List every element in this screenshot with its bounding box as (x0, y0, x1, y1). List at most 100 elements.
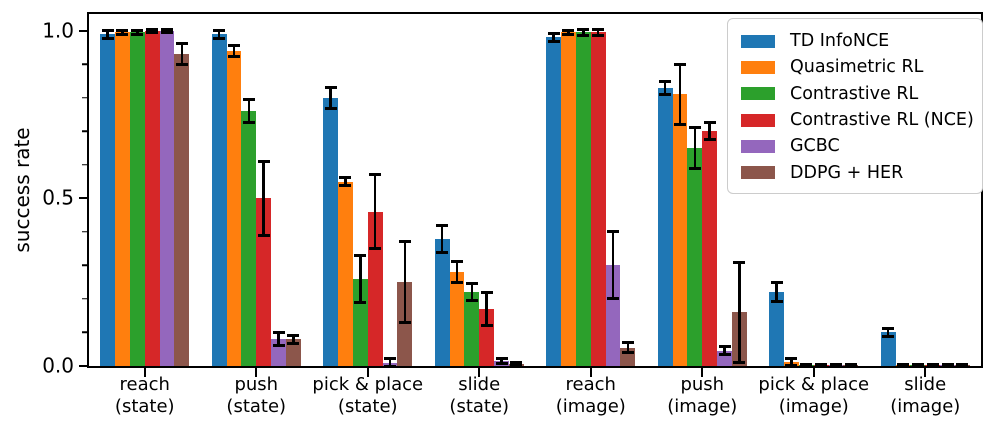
error-bar-cap (688, 126, 701, 130)
error-bar-cap (242, 121, 255, 125)
error-bar-cap (227, 54, 240, 58)
error-bar (552, 33, 555, 42)
error-bar (247, 99, 251, 123)
legend-label-contrastive-rl-nce: Contrastive RL (NCE) (790, 110, 974, 131)
error-bar-cap (830, 364, 843, 366)
y-minor-tick (82, 164, 87, 166)
bar-contrastive-rl-nce-pick-place-state (367, 211, 383, 366)
error-bar-cap (131, 32, 144, 36)
error-bar-cap (146, 27, 159, 31)
bar-td-infonce-push-image (657, 87, 673, 366)
bar-ddpg-her-pick-place-state (397, 282, 413, 366)
bar-gcbc-reach-image (605, 265, 621, 366)
error-bar (738, 262, 741, 363)
x-label-reach-image: reach (image) (555, 374, 626, 417)
x-label-push-state: push (state) (226, 374, 287, 417)
bar-contrastive-rl-push-image (687, 148, 703, 366)
error-bar-cap (785, 363, 798, 366)
bar-td-infonce-slide-state (434, 238, 450, 366)
x-label-slide-state: slide (state) (449, 374, 510, 417)
error-bar-cap (621, 351, 634, 355)
error-bar-cap (547, 31, 560, 35)
error-bar-cap (257, 160, 270, 163)
bar-td-infonce-push-state (211, 34, 227, 366)
error-bar-cap (882, 334, 895, 338)
x-label-reach-state: reach (state) (114, 374, 175, 417)
error-bar-cap (673, 62, 686, 66)
legend-item-contrastive-rl: Contrastive RL (741, 81, 982, 107)
error-bar (790, 358, 793, 366)
error-bar (500, 358, 503, 364)
bar-contrastive-rl-slide-state (464, 292, 480, 366)
error-bar-cap (354, 300, 367, 304)
error-bar-cap (354, 253, 367, 257)
x-tick-slide-state (478, 368, 481, 377)
bar-quasimetric-rl-reach-image (561, 32, 576, 366)
error-bar-cap (577, 34, 590, 38)
error-bar-cap (465, 299, 478, 303)
error-bar-cap (718, 353, 731, 357)
error-bar-cap (480, 324, 493, 328)
bar-quasimetric-rl-pick-place-state (338, 181, 353, 366)
legend-swatch-gcbc (741, 139, 775, 153)
error-bar-cap (213, 28, 226, 32)
error-bar (886, 328, 890, 337)
error-bar-cap (175, 42, 188, 45)
error-bar-cap (272, 330, 285, 334)
y-tick-1.0 (79, 29, 87, 32)
y-tick-0.5 (79, 197, 87, 200)
error-bar-cap (800, 364, 813, 366)
error-bar-cap (844, 362, 857, 366)
x-tick-push-state (255, 368, 258, 377)
legend-item-quasimetric-rl: Quasimetric RL (741, 54, 982, 80)
error-bar (373, 174, 377, 249)
y-tick-label-0.0: 0.0 (42, 353, 74, 378)
y-minor-tick (82, 130, 87, 133)
error-bar-cap (770, 281, 783, 285)
error-bar (567, 30, 570, 35)
error-bar-cap (161, 30, 174, 34)
legend-label-td-infonce: TD InfoNCE (790, 31, 890, 52)
error-bar-cap (324, 85, 337, 89)
bar-contrastive-rl-nce-push-state (256, 198, 272, 366)
error-bar (262, 161, 265, 236)
legend-swatch-quasimetric-rl (741, 60, 775, 74)
error-bar-cap (495, 356, 508, 360)
error-bar-cap (369, 247, 382, 251)
error-bar (485, 292, 488, 326)
bar-quasimetric-rl-push-state (226, 50, 242, 366)
y-minor-tick (82, 264, 87, 267)
error-bar (180, 43, 184, 65)
bar-contrastive-rl-push-state (241, 111, 257, 366)
error-bar-cap (450, 259, 463, 263)
x-label-pick-place-state: pick & place (state) (312, 374, 424, 417)
bar-contrastive-rl-nce-reach-state (144, 30, 160, 366)
bar-td-infonce-pick-place-state (323, 97, 338, 366)
error-bar-cap (384, 364, 397, 366)
error-bar-cap (718, 345, 731, 349)
error-bar-cap (116, 32, 129, 36)
legend-swatch-contrastive-rl-nce (741, 113, 775, 127)
x-tick-push-image (701, 368, 704, 377)
bar-contrastive-rl-reach-state (129, 32, 145, 366)
error-bar-cap (688, 166, 701, 170)
error-bar (440, 225, 444, 252)
error-bar-cap (926, 364, 939, 366)
x-tick-pick-place-image (812, 368, 815, 377)
error-bar-cap (941, 362, 954, 366)
y-tick-label-1.0: 1.0 (42, 18, 74, 43)
error-bar-cap (272, 344, 285, 348)
error-bar-cap (703, 121, 716, 125)
bar-gcbc-reach-state (159, 30, 175, 366)
x-tick-slide-image (924, 368, 927, 377)
error-bar-cap (287, 341, 300, 345)
error-bar-cap (547, 39, 560, 43)
error-bar (582, 29, 585, 36)
error-bar-cap (339, 184, 352, 188)
error-bar-cap (882, 326, 895, 330)
error-bar (217, 30, 221, 39)
legend-label-gcbc: GCBC (790, 136, 840, 157)
error-bar (121, 30, 124, 35)
error-bar-cap (562, 28, 575, 32)
